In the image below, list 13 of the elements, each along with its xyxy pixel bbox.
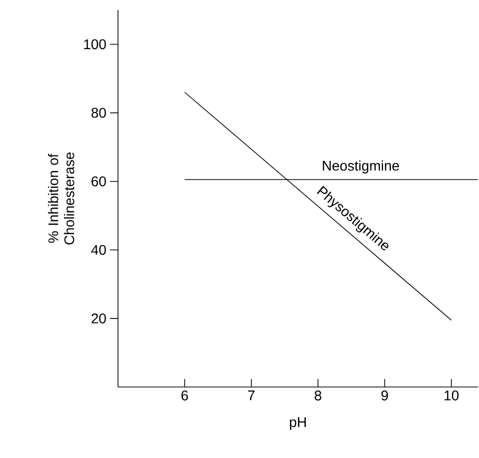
series-label: Neostigmine — [322, 160, 399, 174]
y-tick-label: 80 — [92, 108, 106, 118]
y-tick-label: 60 — [92, 176, 106, 186]
y-axis-title: % Inhibition of Cholinesterase — [48, 152, 74, 244]
x-tick-label: 10 — [444, 390, 459, 400]
x-axis-title: pH — [290, 417, 306, 430]
x-tick-label: 6 — [181, 390, 188, 400]
x-tick-label: 7 — [248, 390, 255, 400]
x-tick-label: 8 — [314, 390, 322, 400]
x-tick-label: 9 — [381, 390, 388, 400]
y-tick-label: 40 — [91, 244, 106, 255]
y-tick-label: 20 — [92, 313, 106, 324]
y-tick-label: 100 — [84, 39, 106, 50]
